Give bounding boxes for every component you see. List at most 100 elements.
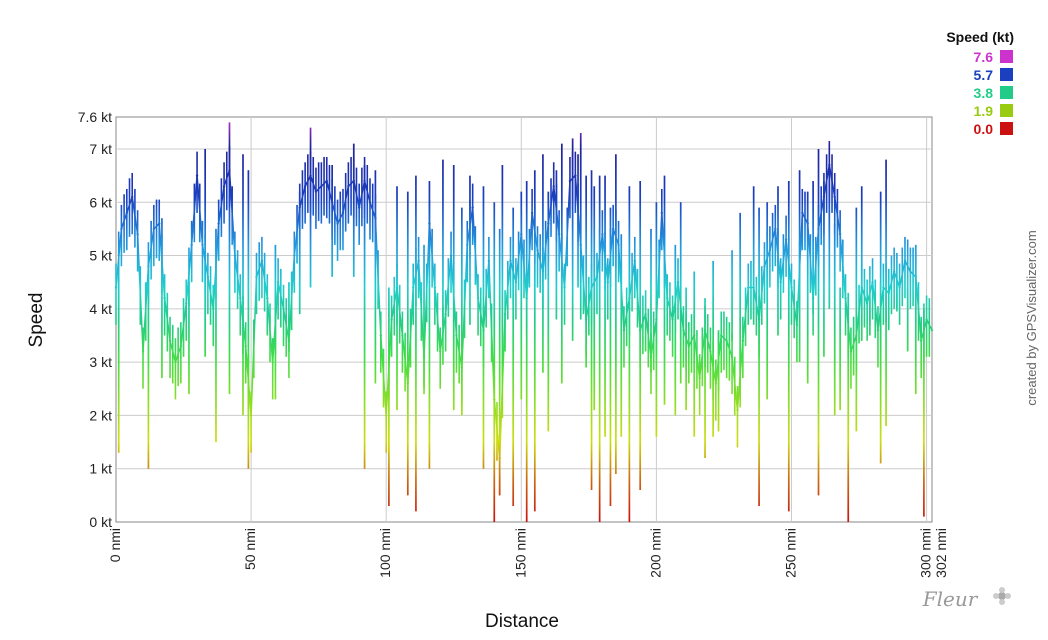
x-tick-label: 300 nmi (918, 528, 934, 578)
speed-point (730, 355, 734, 359)
speed-point (930, 328, 934, 332)
x-tick-label: 0 nmi (107, 528, 123, 562)
speed-point (363, 179, 366, 183)
speed-point (838, 233, 842, 236)
speed-point (541, 270, 545, 273)
speed-point (503, 312, 507, 316)
speed-trace (114, 122, 934, 522)
speed-point (865, 302, 869, 305)
speed-point (547, 222, 550, 225)
speed-point (498, 456, 501, 460)
speed-point (206, 275, 210, 279)
tick-labels: 0 kt 1 kt 2 kt 3 kt 4 kt 5 kt 6 kt 7 kt 7.6 kt 0 … (78, 109, 949, 578)
y-tick-label: 7 kt (89, 141, 112, 157)
speed-point (195, 174, 199, 177)
speed-point (628, 296, 631, 300)
x-tick-label: 302 nmi (933, 528, 949, 578)
legend: Speed (kt) 7.6 5.7 3.8 1.9 0.0 (946, 29, 1014, 137)
speed-point (720, 334, 723, 337)
speed-point (168, 339, 172, 343)
speed-point (287, 339, 291, 343)
plot-area (115, 116, 933, 523)
legend-swatch (1000, 122, 1013, 135)
speed-point (584, 318, 588, 321)
speed-point (471, 206, 474, 209)
legend-swatch (1000, 50, 1013, 63)
y-axis-title: Speed (26, 293, 47, 348)
speed-point (741, 339, 745, 343)
speed-point (222, 185, 226, 188)
speed-point (384, 414, 388, 417)
legend-label: 0.0 (974, 121, 994, 137)
speed-point (822, 195, 826, 199)
speed-point (898, 286, 901, 289)
speed-point (487, 259, 491, 263)
legend-label: 1.9 (974, 103, 994, 119)
legend-label: 7.6 (974, 49, 994, 65)
speed-point (903, 259, 907, 263)
speed-point (682, 328, 685, 332)
speed-point (347, 185, 350, 188)
speed-point (530, 211, 534, 215)
speed-point (212, 307, 215, 311)
flower-icon (993, 587, 1011, 605)
watermark-logo: Fleur (922, 587, 979, 611)
speed-point (509, 259, 512, 263)
speed-point (228, 169, 231, 172)
speed-point (714, 382, 718, 385)
speed-point (811, 296, 815, 300)
speed-point (336, 222, 339, 225)
speed-point (114, 286, 118, 289)
speed-point (892, 270, 896, 273)
speed-point (568, 179, 572, 183)
speed-point (914, 275, 917, 279)
speed-point (871, 280, 874, 284)
speed-point (368, 201, 372, 204)
speed-point (282, 307, 285, 311)
speed-point (747, 286, 750, 289)
speed-point (482, 328, 485, 332)
speed-point (709, 350, 712, 353)
speed-point (795, 323, 799, 327)
speed-point (768, 249, 772, 252)
speed-point (455, 334, 458, 337)
speed-point (217, 222, 220, 225)
speed-point (649, 355, 653, 359)
speed-point (644, 312, 647, 316)
speed-point (314, 190, 318, 193)
credit-text: created by GPSVisualizer.com (1024, 230, 1039, 405)
speed-point (849, 350, 853, 353)
speed-point (801, 211, 804, 215)
x-tick-label: 50 nmi (242, 528, 258, 570)
speed-point (352, 179, 355, 183)
x-tick-label: 200 nmi (647, 528, 663, 578)
speed-point (925, 318, 928, 321)
speed-point (784, 238, 788, 241)
speed-point (249, 414, 253, 417)
y-tick-label: 2 kt (89, 407, 112, 423)
speed-point (693, 334, 696, 337)
speed-point (152, 227, 156, 231)
y-tick-label: 5 kt (89, 248, 112, 264)
speed-point (141, 350, 145, 353)
speed-point (201, 243, 204, 247)
speed-point (395, 286, 399, 289)
legend-title: Speed (kt) (946, 29, 1014, 45)
speed-point (476, 296, 480, 300)
speed-point (633, 259, 636, 263)
speed-point (698, 376, 701, 380)
speed-point (676, 280, 680, 284)
speed-point (725, 339, 728, 343)
speed-point (779, 280, 782, 284)
speed-point (919, 339, 923, 343)
speed-point (611, 227, 615, 231)
speed-point (563, 286, 566, 289)
legend-swatch (1000, 86, 1013, 99)
speed-point (163, 296, 166, 300)
y-tick-label: 3 kt (89, 354, 112, 370)
speed-point (844, 296, 847, 300)
speed-point (606, 280, 609, 284)
speed-point (466, 243, 469, 247)
speed-point (574, 174, 577, 177)
speed-line (115, 164, 933, 459)
